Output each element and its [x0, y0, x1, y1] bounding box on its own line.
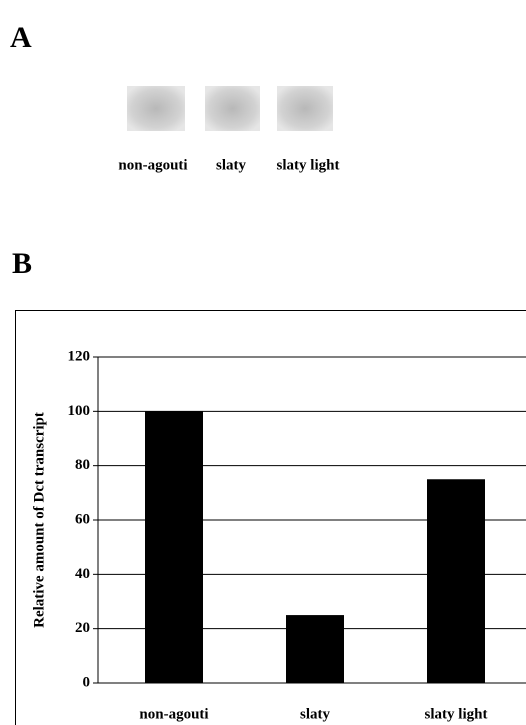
y-tick-label: 80: [75, 457, 90, 473]
y-tick-label: 100: [68, 403, 91, 419]
blot-band: [277, 86, 333, 131]
y-tick-label: 60: [75, 511, 90, 527]
figure: A non-agouti slaty slaty light B Relativ…: [0, 0, 526, 725]
bar: [286, 615, 344, 683]
x-tick-label: non-agouti: [139, 706, 208, 722]
y-axis-label: Relative amount of Dct transcript: [31, 412, 47, 628]
y-tick-label: 40: [75, 566, 90, 582]
bar: [145, 411, 203, 683]
blot-band: [127, 86, 185, 131]
panel-label: B: [12, 247, 32, 280]
blot-label: slaty light: [277, 157, 340, 173]
blot-label: non-agouti: [118, 157, 187, 173]
y-tick-label: 0: [83, 674, 91, 690]
bar: [427, 479, 485, 683]
x-tick-label: slaty light: [425, 706, 488, 722]
blot-band: [205, 86, 260, 131]
y-tick-label: 120: [68, 348, 91, 364]
panel-label: A: [10, 21, 32, 54]
blot-label: slaty: [216, 157, 247, 173]
y-tick-label: 20: [75, 620, 90, 636]
x-tick-label: slaty: [300, 706, 331, 722]
